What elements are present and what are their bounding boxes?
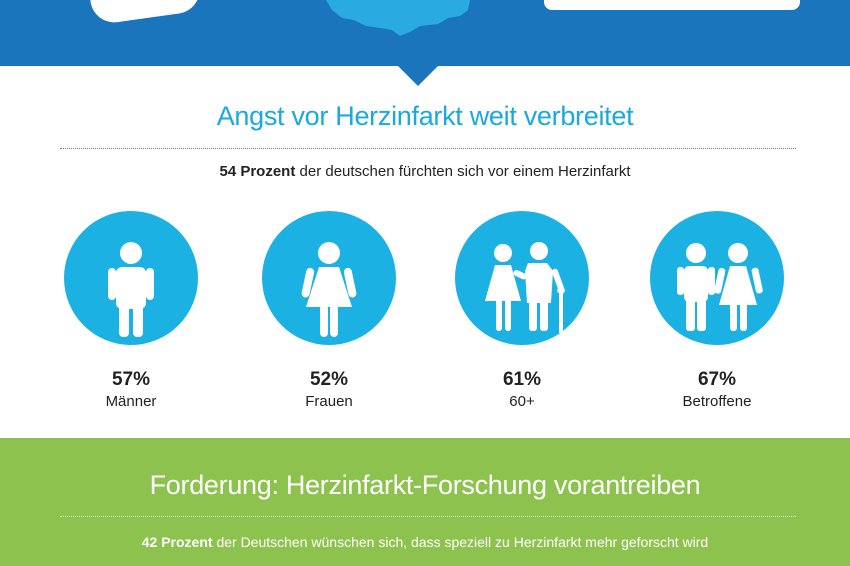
couple-icon xyxy=(677,243,763,331)
stat-percent: 52% xyxy=(309,369,349,390)
section-title-fear: Angst vor Herzinfarkt weit verbreitet xyxy=(216,101,634,131)
subtitle-bold: 42 Prozent xyxy=(141,534,213,550)
man-icon xyxy=(108,242,154,337)
section-subtitle-research: 42 Prozent der Deutschen wünschen sich, … xyxy=(0,534,850,550)
dotted-divider xyxy=(60,516,796,517)
stat-label: 60+ xyxy=(509,393,535,410)
pointer-arrow xyxy=(396,64,440,86)
header-box xyxy=(544,0,800,10)
stat-percent: 57% xyxy=(111,369,151,390)
stat-betroffene: 67% Betroffene xyxy=(637,368,797,412)
subtitle-bold: 54 Prozent xyxy=(219,163,296,180)
man-circle xyxy=(64,211,198,345)
header-decoration xyxy=(87,0,203,26)
affected-circle xyxy=(650,211,784,345)
elderly-couple-icon xyxy=(485,242,565,333)
dotted-divider xyxy=(60,148,796,149)
subtitle-text: der deutschen fürchten sich vor einem He… xyxy=(295,163,631,180)
section-subtitle-fear: 54 Prozent der deutschen fürchten sich v… xyxy=(0,163,850,180)
stat-label: Männer xyxy=(105,393,157,410)
stat-label: Frauen xyxy=(305,393,353,410)
section-title-research: Forderung: Herzinfarkt-Forschung vorantr… xyxy=(149,470,701,500)
header-band xyxy=(0,0,850,66)
woman-circle xyxy=(262,211,396,345)
subtitle-text: der Deutschen wünschen sich, dass spezie… xyxy=(212,534,709,550)
research-band xyxy=(0,438,850,566)
stat-frauen: 52% Frauen xyxy=(249,368,409,412)
stat-label: Betroffene xyxy=(682,393,752,410)
elderly-circle xyxy=(455,211,589,345)
stat-maenner: 57% Männer xyxy=(51,368,211,412)
stat-percent: 67% xyxy=(697,369,737,390)
stat-60plus: 61% 60+ xyxy=(442,368,602,412)
woman-icon xyxy=(301,242,357,337)
stat-percent: 61% xyxy=(502,369,542,390)
germany-map-icon xyxy=(326,0,470,36)
